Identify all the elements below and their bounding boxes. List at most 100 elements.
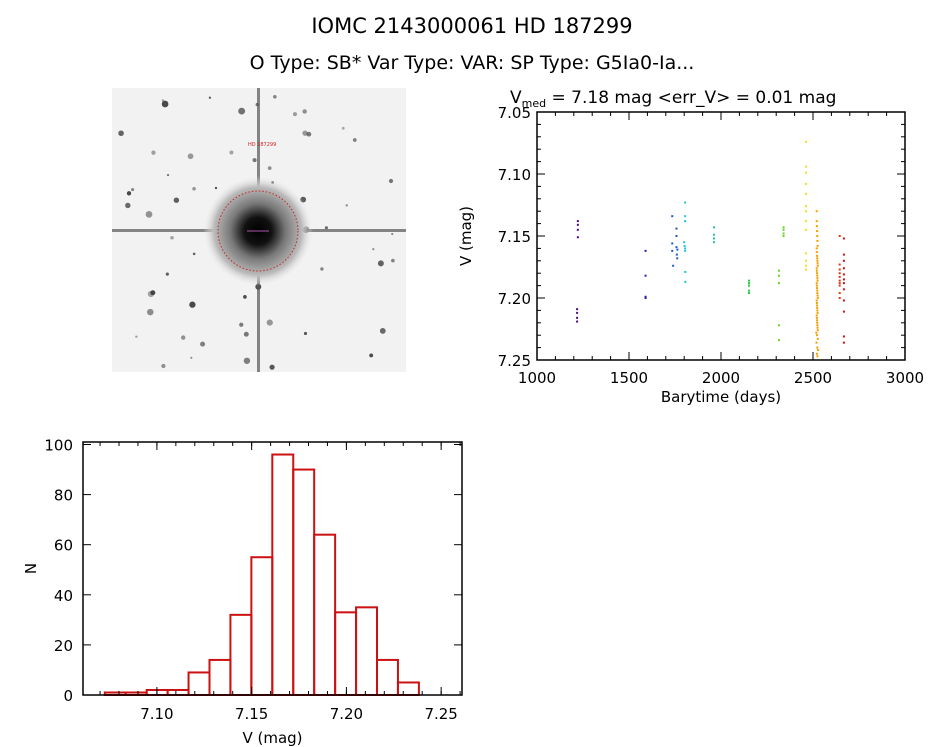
data-point bbox=[805, 165, 808, 168]
star bbox=[161, 100, 169, 108]
data-point bbox=[838, 292, 841, 295]
star bbox=[166, 174, 170, 177]
data-point bbox=[782, 235, 785, 237]
star bbox=[302, 130, 308, 136]
data-point bbox=[815, 301, 818, 304]
star bbox=[243, 357, 251, 364]
data-point bbox=[816, 254, 819, 257]
data-point bbox=[684, 270, 687, 273]
star bbox=[388, 178, 394, 184]
data-point bbox=[816, 239, 819, 242]
data-point bbox=[842, 267, 845, 270]
data-point bbox=[842, 341, 845, 344]
star bbox=[165, 272, 169, 276]
star bbox=[200, 341, 206, 347]
data-point bbox=[805, 268, 808, 271]
data-point bbox=[805, 192, 808, 195]
data-point bbox=[576, 311, 579, 314]
data-point bbox=[676, 257, 679, 260]
histogram-bar bbox=[334, 611, 358, 696]
histogram-frame bbox=[82, 441, 463, 696]
scatter-title: Vmed = 7.18 mag <err_V> = 0.01 mag bbox=[510, 88, 836, 110]
y-tick-label: 7.15 bbox=[498, 228, 531, 246]
data-point bbox=[671, 215, 674, 218]
star bbox=[239, 322, 244, 327]
star bbox=[302, 109, 307, 114]
data-point bbox=[675, 227, 678, 230]
histogram-bar bbox=[208, 658, 232, 696]
star bbox=[229, 150, 234, 155]
x-tick-label: 1000 bbox=[518, 369, 556, 387]
histogram-bar bbox=[355, 606, 379, 696]
y-tick-label: 7.20 bbox=[498, 290, 531, 308]
data-point bbox=[842, 299, 845, 302]
data-point bbox=[816, 334, 819, 337]
star bbox=[252, 158, 257, 163]
data-point bbox=[805, 228, 808, 231]
chart-subtitle: O Type: SB* Var Type: VAR: SP Type: G5Ia… bbox=[249, 52, 695, 74]
star bbox=[379, 328, 386, 334]
data-point bbox=[816, 264, 819, 267]
star bbox=[345, 204, 348, 207]
data-point bbox=[747, 292, 750, 295]
data-point bbox=[713, 233, 716, 236]
star bbox=[391, 258, 395, 263]
data-point bbox=[815, 269, 818, 272]
star bbox=[131, 188, 135, 192]
data-point bbox=[805, 171, 808, 174]
star bbox=[135, 335, 138, 338]
y-tick-label: 100 bbox=[44, 437, 73, 455]
data-point bbox=[815, 316, 818, 319]
y-tick-label: 7.10 bbox=[498, 166, 531, 184]
y-tick-label: 7.05 bbox=[498, 104, 531, 122]
data-point bbox=[805, 259, 808, 262]
star bbox=[147, 308, 154, 316]
y-tick-label: 40 bbox=[54, 587, 73, 605]
star bbox=[369, 353, 374, 358]
chart-title: IOMC 2143000061 HD 187299 bbox=[311, 14, 633, 38]
data-point bbox=[816, 311, 819, 314]
data-point bbox=[644, 297, 647, 299]
star bbox=[161, 363, 166, 369]
data-point bbox=[816, 306, 819, 309]
data-point bbox=[644, 274, 647, 277]
data-point bbox=[782, 232, 785, 235]
histogram-bar bbox=[313, 533, 337, 696]
star bbox=[292, 112, 297, 117]
y-tick-label: 7.25 bbox=[498, 352, 531, 370]
star bbox=[306, 131, 312, 137]
y-tick-label: 0 bbox=[63, 687, 73, 705]
y-axis-label: N bbox=[22, 563, 40, 574]
data-point bbox=[675, 246, 678, 249]
data-point bbox=[747, 282, 750, 285]
data-point bbox=[816, 337, 819, 340]
data-point bbox=[684, 280, 687, 283]
x-tick-label: 1500 bbox=[610, 369, 648, 387]
data-point bbox=[816, 274, 819, 277]
data-point bbox=[782, 228, 785, 231]
data-point bbox=[777, 269, 780, 272]
data-point bbox=[816, 262, 819, 265]
data-point bbox=[815, 251, 818, 254]
data-point bbox=[675, 253, 678, 256]
data-point bbox=[713, 237, 716, 240]
star bbox=[187, 153, 194, 160]
star bbox=[145, 210, 153, 218]
star bbox=[161, 99, 165, 102]
data-point bbox=[805, 205, 808, 208]
histogram-bar bbox=[292, 468, 316, 696]
data-point bbox=[816, 326, 819, 329]
histogram-bar bbox=[376, 658, 399, 696]
data-point bbox=[838, 284, 841, 287]
data-point bbox=[683, 241, 686, 244]
data-point bbox=[816, 287, 819, 290]
data-point bbox=[815, 284, 818, 287]
star bbox=[269, 364, 275, 370]
y-tick-label: 80 bbox=[54, 487, 73, 505]
data-point bbox=[838, 272, 841, 275]
x-tick-label: 2000 bbox=[702, 369, 740, 387]
x-tick-label: 2500 bbox=[794, 369, 832, 387]
star bbox=[214, 186, 218, 190]
star bbox=[320, 267, 324, 271]
